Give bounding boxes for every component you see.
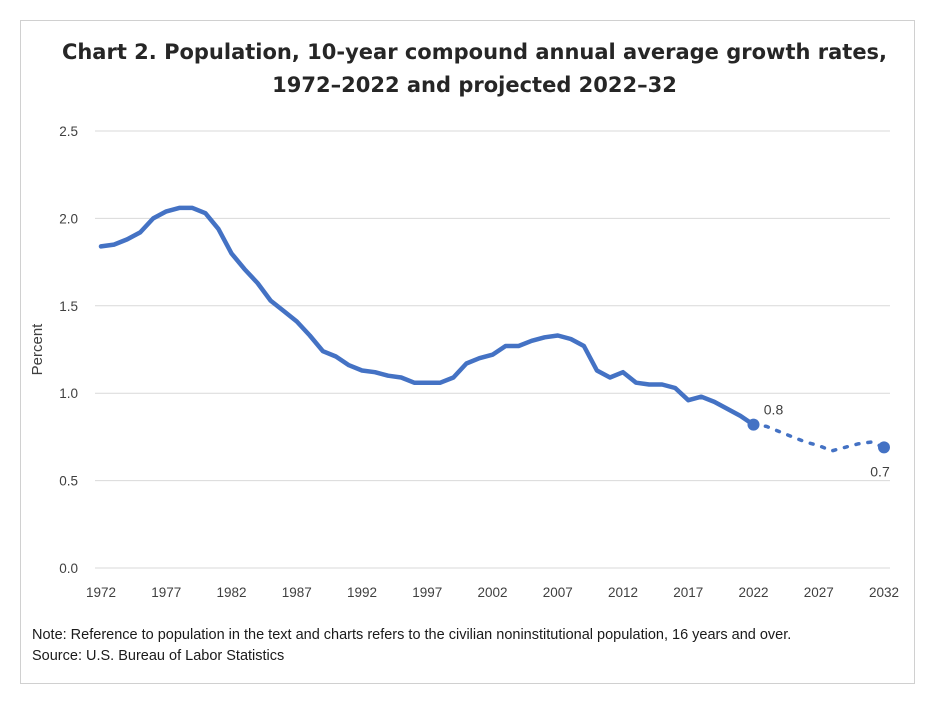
note-text: Note: Reference to population in the tex… xyxy=(32,627,792,643)
x-tick-label-12: 2032 xyxy=(869,585,899,600)
data-point-2022 xyxy=(747,418,760,431)
gridlines xyxy=(95,130,890,569)
x-tick-label-5: 1997 xyxy=(412,585,442,600)
chart-title-line-1: Chart 2. Population, 10-year compound an… xyxy=(61,40,888,64)
x-tick-label-2: 1982 xyxy=(216,585,246,600)
x-tick-labels: 1972 1977 1982 1987 1992 1997 2002 2007 2012 2017… xyxy=(86,585,899,600)
y-tick-label-1: 0.5 xyxy=(59,474,78,489)
data-markers xyxy=(747,418,890,454)
data-point-2032 xyxy=(878,441,890,454)
data-labels: 0.8 0.7 xyxy=(764,402,890,480)
y-tick-label-2: 1.0 xyxy=(59,386,78,401)
data-label-2022: 0.8 xyxy=(764,402,784,418)
x-tick-label-4: 1992 xyxy=(347,585,377,600)
y-tick-label-4: 2.0 xyxy=(59,211,78,226)
x-tick-label-8: 2012 xyxy=(608,585,638,600)
y-axis-title: Percent xyxy=(29,323,46,376)
chart-title-line-2: 1972–2022 and projected 2022–32 xyxy=(272,73,677,97)
series-line-historical xyxy=(98,205,756,427)
x-tick-label-1: 1977 xyxy=(151,585,181,600)
x-tick-label-6: 2002 xyxy=(477,585,507,600)
x-tick-label-11: 2027 xyxy=(804,585,834,600)
chart-title: Chart 2. Population, 10-year compound an… xyxy=(0,36,949,102)
y-tick-label-0: 0.0 xyxy=(59,561,78,576)
x-tick-label-3: 1987 xyxy=(282,585,312,600)
x-tick-label-9: 2017 xyxy=(673,585,703,600)
x-tick-label-0: 1972 xyxy=(86,585,116,600)
series-line-projected xyxy=(751,422,886,453)
x-tick-label-7: 2007 xyxy=(543,585,573,600)
chart-note: Note: Reference to population in the tex… xyxy=(32,625,791,667)
source-text: Source: U.S. Bureau of Labor Statistics xyxy=(32,648,285,664)
y-tick-label-3: 1.5 xyxy=(59,299,78,314)
y-tick-labels: 0.0 0.5 1.0 1.5 2.0 2.5 xyxy=(59,124,78,576)
y-tick-label-5: 2.5 xyxy=(59,124,78,139)
x-tick-label-10: 2022 xyxy=(738,585,768,600)
series-group xyxy=(98,205,886,453)
data-label-2032: 0.7 xyxy=(870,463,890,479)
